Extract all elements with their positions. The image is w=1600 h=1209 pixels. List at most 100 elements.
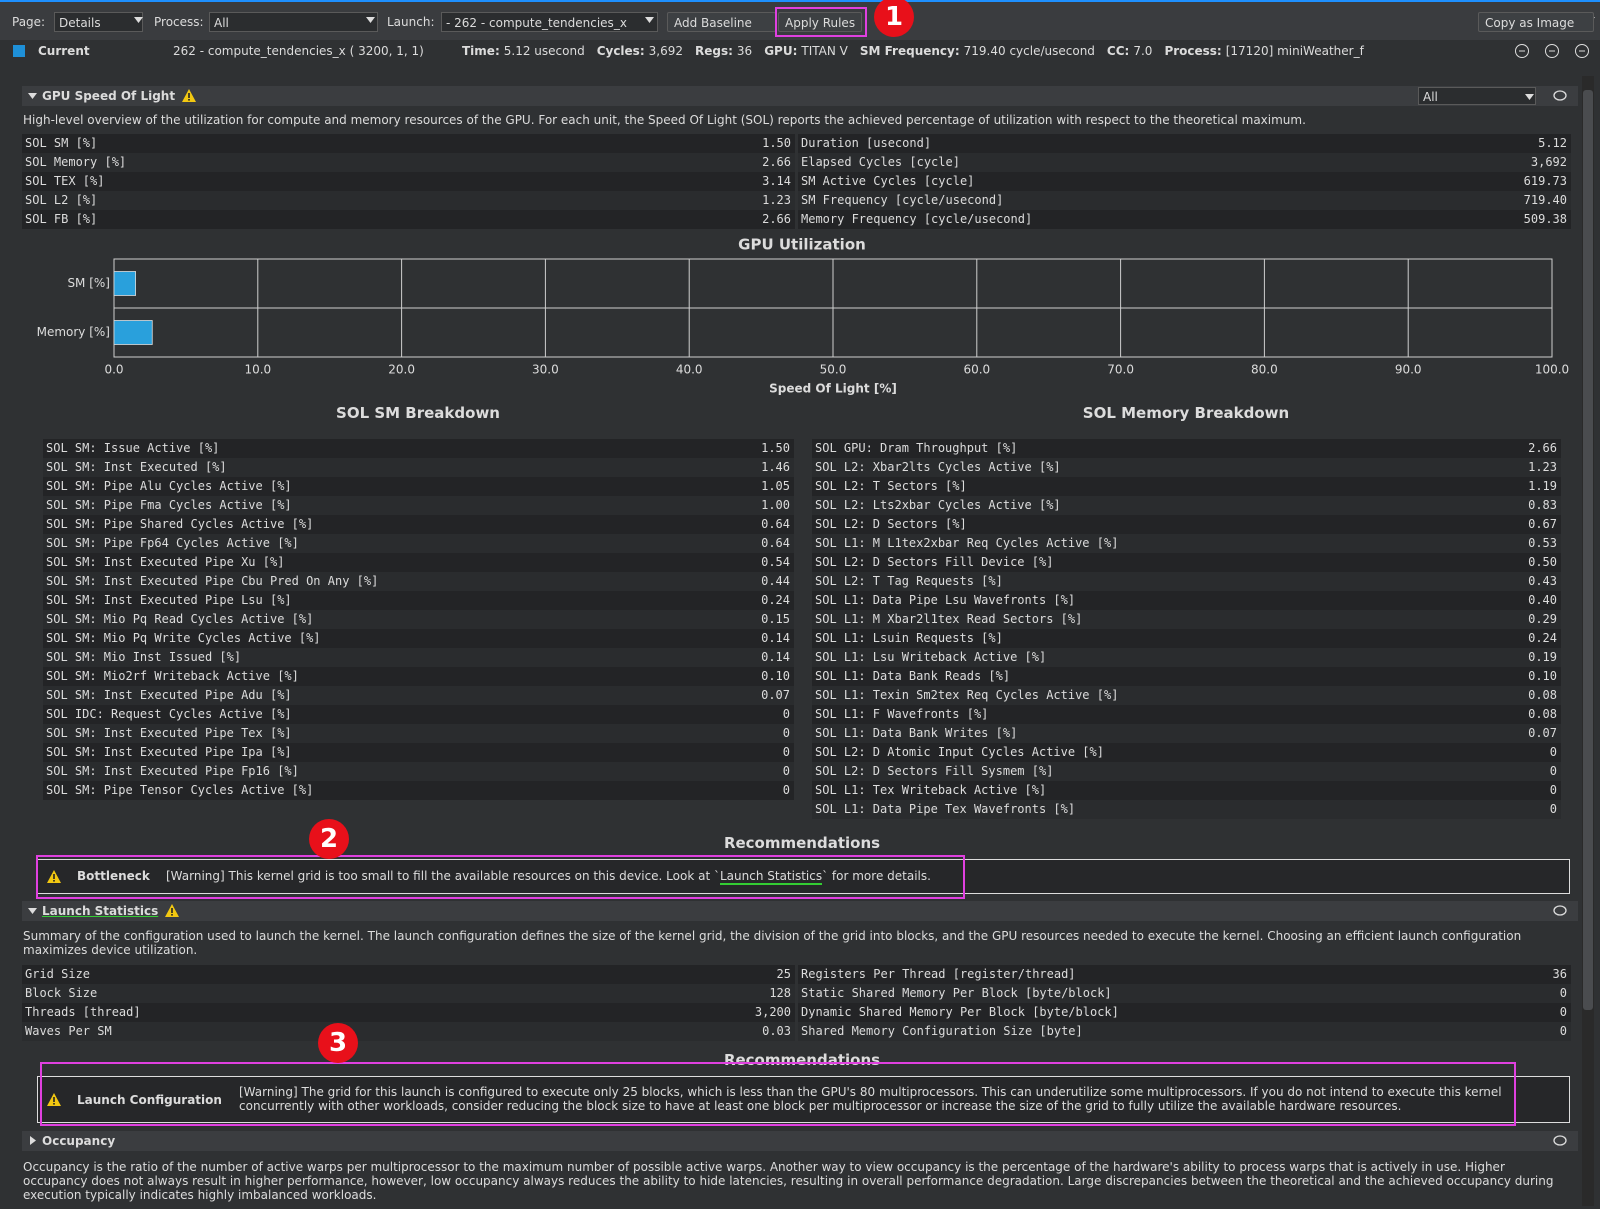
x-tick-label: 70.0 <box>1107 363 1134 377</box>
row-value: 0.24 <box>761 593 790 607</box>
arrow <box>1525 94 1534 100</box>
field-label: Time: <box>462 44 500 58</box>
table-row: SM Active Cycles [cycle] 619.73 <box>798 172 1571 191</box>
table-row: SOL TEX [%] 3.14 <box>22 172 795 191</box>
row-value: 0.08 <box>1528 707 1557 721</box>
comment-button[interactable] <box>1553 905 1567 917</box>
table-row: SOL SM: Inst Executed Pipe Tex [%] 0 <box>43 724 794 743</box>
recommendation-text-part: [Warning] This kernel grid is too small … <box>166 869 720 883</box>
recommendation-box <box>37 1076 1570 1123</box>
x-tick-label: 50.0 <box>820 363 847 377</box>
comment-button[interactable] <box>1553 90 1567 102</box>
comment-button[interactable] <box>1553 1135 1567 1147</box>
table-row: SOL L1: Data Bank Reads [%] 0.10 <box>812 667 1561 686</box>
row-label: SOL SM: Mio Pq Read Cycles Active [%] <box>46 612 314 626</box>
launch-dropdown[interactable]: - 262 - compute_tendencies_x <box>441 12 658 32</box>
apply-rules-button[interactable]: Apply Rules <box>778 12 862 32</box>
table-row: SOL L2 [%] 1.23 <box>22 191 795 210</box>
x-tick-label: 40.0 <box>676 363 703 377</box>
row-value: 0 <box>782 745 790 759</box>
row-label: SOL SM: Pipe Fma Cycles Active [%] <box>46 498 292 512</box>
recommendation-box <box>37 859 1570 894</box>
collapse-arrow <box>30 1136 36 1145</box>
table-row: SOL L1: F Wavefronts [%] 0.08 <box>812 705 1561 724</box>
copy-as-image-button[interactable]: Copy as Image <box>1478 12 1594 32</box>
expand-arrow <box>28 908 37 914</box>
table-row: Memory Frequency [cycle/usecond] 509.38 <box>798 210 1571 229</box>
table-row: SOL FB [%] 2.66 <box>22 210 795 229</box>
table-row: Threads [thread] 3,200 <box>22 1003 795 1022</box>
toolbar-icon[interactable] <box>1575 44 1589 58</box>
expand-arrow <box>28 93 37 99</box>
filter-dropdown[interactable]: All <box>1418 87 1536 105</box>
table-row: Dynamic Shared Memory Per Block [byte/bl… <box>798 1003 1571 1022</box>
section-title[interactable]: Occupancy <box>42 1134 116 1148</box>
bubble <box>1553 905 1567 916</box>
row-label: Waves Per SM <box>25 1024 112 1038</box>
table-row: Static Shared Memory Per Block [byte/blo… <box>798 984 1571 1003</box>
row-value: 25 <box>776 967 791 981</box>
row-label: SOL SM: Inst Executed Pipe Cbu Pred On A… <box>46 574 379 588</box>
row-label: SOL SM: Inst Executed Pipe Adu [%] <box>46 688 292 702</box>
warning-mark <box>171 908 174 913</box>
table-row: SOL L1: Lsuin Requests [%] 0.24 <box>812 629 1561 648</box>
row-value: 0.67 <box>1528 517 1557 531</box>
row-value: 0.24 <box>1528 631 1557 645</box>
table-row: Registers Per Thread [register/thread] 36 <box>798 965 1571 984</box>
section-title[interactable]: GPU Speed Of Light <box>42 89 176 103</box>
table-row: Waves Per SM 0.03 <box>22 1022 795 1041</box>
expand-arrow <box>1525 94 1534 100</box>
page-dropdown[interactable]: Details <box>54 12 143 32</box>
row-value: 619.73 <box>1523 174 1567 188</box>
annotation-box <box>40 1062 1516 1126</box>
row-label: SM Active Cycles [cycle] <box>801 174 975 188</box>
row-value: 0.54 <box>761 555 790 569</box>
warning-mark <box>188 93 190 98</box>
annotation-box <box>775 7 867 37</box>
row-label: Duration [usecond] <box>801 136 932 150</box>
table-row: SOL SM: Mio Inst Issued [%] 0.14 <box>43 648 794 667</box>
process-dropdown[interactable]: All <box>209 12 378 32</box>
field-value: 7.0 <box>1133 44 1153 58</box>
warning-icon <box>47 1093 61 1106</box>
table-row: SOL Memory [%] 2.66 <box>22 153 795 172</box>
table-row: SOL L1: Tex Writeback Active [%] 0 <box>812 781 1561 800</box>
row-label: SOL IDC: Request Cycles Active [%] <box>46 707 292 721</box>
current-label: Current <box>38 44 90 58</box>
row-label: SOL SM: Mio2rf Writeback Active [%] <box>46 669 299 683</box>
recommendation-text: [Warning] This kernel grid is too small … <box>166 869 931 885</box>
table-row: SOL L2: Lts2xbar Cycles Active [%] 0.83 <box>812 496 1561 515</box>
row-label: SOL L2: D Atomic Input Cycles Active [%] <box>815 745 1104 759</box>
row-label: Threads [thread] <box>25 1005 141 1019</box>
icon-circle <box>1575 44 1589 58</box>
warning-dot <box>53 1103 55 1105</box>
field-label: Cycles: <box>596 44 645 58</box>
toolbar-icon[interactable] <box>1515 44 1529 58</box>
table-row: SOL SM: Inst Executed Pipe Fp16 [%] 0 <box>43 762 794 781</box>
warning-dot <box>53 880 55 882</box>
row-value: 0.15 <box>761 612 790 626</box>
row-value: 0.14 <box>761 650 790 664</box>
table-row: SOL GPU: Dram Throughput [%] 2.66 <box>812 439 1561 458</box>
row-value: 1.05 <box>761 479 790 493</box>
row-value: 0 <box>1549 802 1557 816</box>
row-label: SOL GPU: Dram Throughput [%] <box>815 441 1018 455</box>
row-value: 0.19 <box>1528 650 1557 664</box>
row-value: 2.66 <box>1528 441 1557 455</box>
row-value: 1.19 <box>1528 479 1557 493</box>
section-link[interactable]: Launch Statistics <box>719 869 823 885</box>
table-row: SOL SM: Inst Executed Pipe Xu [%] 0.54 <box>43 553 794 572</box>
table-row: Shared Memory Configuration Size [byte] 0 <box>798 1022 1571 1041</box>
field-value: 3,692 <box>648 44 683 58</box>
row-label: SOL TEX [%] <box>25 174 105 188</box>
row-value: 0.64 <box>761 517 790 531</box>
section-title[interactable]: Launch Statistics <box>42 904 159 918</box>
add-baseline-button[interactable]: Add Baseline <box>667 12 776 32</box>
table-row: SOL SM: Inst Executed [%] 1.46 <box>43 458 794 477</box>
table-row: SOL L2: T Sectors [%] 1.19 <box>812 477 1561 496</box>
toolbar-icon[interactable] <box>1545 44 1559 58</box>
row-value: 1.00 <box>761 498 790 512</box>
table-row: Block Size 128 <box>22 984 795 1003</box>
x-tick-label: 80.0 <box>1251 363 1278 377</box>
row-value: 0 <box>782 726 790 740</box>
